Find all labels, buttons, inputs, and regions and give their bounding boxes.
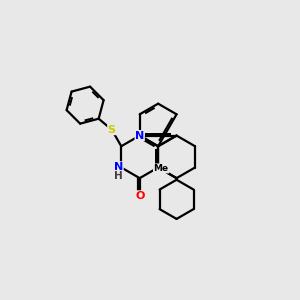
Text: N: N: [114, 162, 123, 172]
Text: H: H: [114, 171, 123, 181]
Text: O: O: [135, 191, 144, 201]
Text: S: S: [108, 124, 116, 135]
Text: Me: Me: [154, 164, 169, 173]
Text: N: N: [135, 130, 144, 141]
